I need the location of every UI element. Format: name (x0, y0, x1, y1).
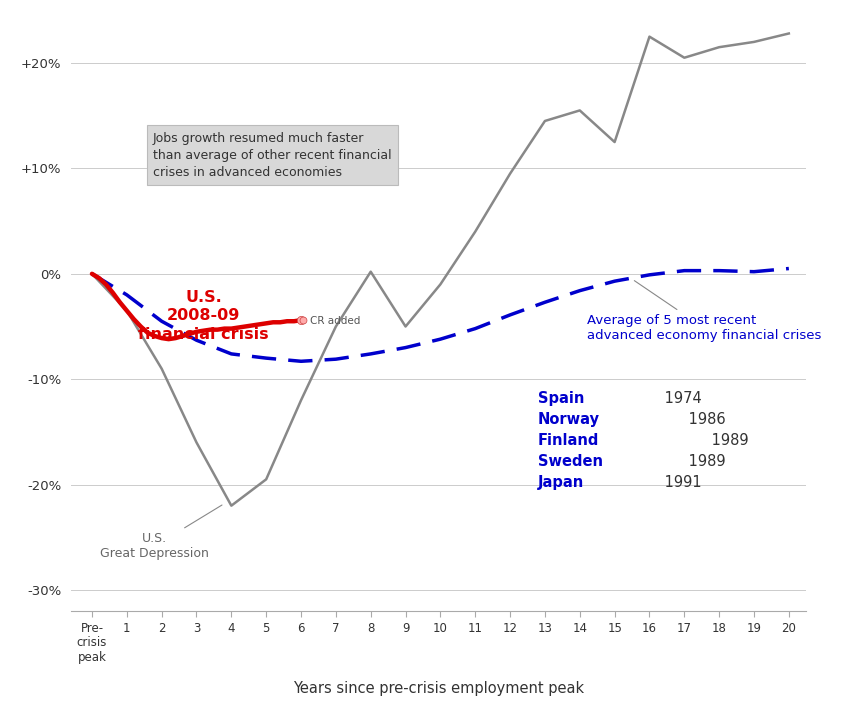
Text: Jobs growth resumed much faster
than average of other recent financial
crises in: Jobs growth resumed much faster than ave… (152, 131, 391, 179)
Text: CR added: CR added (309, 316, 360, 326)
Text: Norway: Norway (537, 412, 599, 427)
Text: 1986: 1986 (683, 412, 724, 427)
Text: Spain: Spain (537, 391, 584, 406)
X-axis label: Years since pre-crisis employment peak: Years since pre-crisis employment peak (293, 681, 584, 696)
Text: 1974: 1974 (660, 391, 701, 406)
Text: Japan: Japan (537, 475, 584, 490)
Text: 1989: 1989 (683, 454, 724, 469)
Text: U.S.
Great Depression: U.S. Great Depression (100, 505, 222, 560)
Text: 1991: 1991 (660, 475, 701, 490)
Text: 1989: 1989 (707, 433, 748, 448)
Text: Sweden: Sweden (537, 454, 602, 469)
Text: Average of 5 most recent
advanced economy financial crises: Average of 5 most recent advanced econom… (586, 280, 821, 342)
Text: U.S.
2008-09
financial crisis: U.S. 2008-09 financial crisis (138, 290, 269, 342)
Text: Finland: Finland (537, 433, 598, 448)
